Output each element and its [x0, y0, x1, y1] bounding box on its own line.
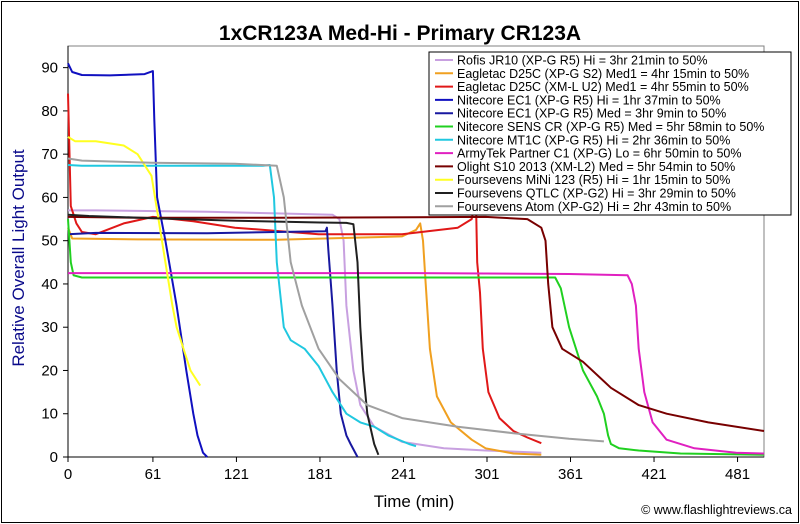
legend-entry-label: ArmyTek Partner C1 (XP-G) Lo = 6hr 50min…	[457, 147, 742, 161]
y-tick-label: 90	[41, 60, 58, 77]
legend-entry-label: Nitecore EC1 (XP-G R5) Med = 3hr 9min to…	[457, 107, 726, 121]
series-line-4	[67, 62, 208, 458]
x-tick-label: 301	[474, 466, 499, 483]
legend-box	[428, 51, 792, 216]
y-tick-label: 30	[41, 319, 58, 336]
series-line-11	[67, 213, 380, 456]
x-tick-label: 61	[145, 466, 162, 483]
x-tick-label: 361	[558, 466, 583, 483]
series-line-2	[67, 222, 542, 456]
legend-entry-label: Nitecore EC1 (XP-G R5) Hi = 1hr 37min to…	[457, 93, 721, 107]
series-line-7	[67, 164, 417, 448]
series-line-8	[68, 272, 765, 455]
y-tick-label: 60	[41, 189, 58, 206]
legend-entry-label: Foursevens QTLC (XP-G2) Hi = 3hr 29min t…	[457, 187, 736, 201]
legend-entry-label: Nitecore MT1C (XP-G R5) Hi = 2hr 36min t…	[457, 133, 730, 147]
legend-entry-label: Eagletac D25C (XP-G S2) Med1 = 4hr 15min…	[457, 67, 749, 81]
series-line-9	[67, 215, 765, 432]
chart-title: 1xCR123A Med-Hi - Primary CR123A	[219, 22, 581, 45]
credit-text: © www.flashlightreviews.ca	[641, 503, 792, 517]
legend-entry-label: Foursevens MiNi 123 (R5) Hi = 1hr 15min …	[457, 173, 730, 187]
x-tick-label: 121	[224, 466, 249, 483]
legend: Rofis JR10 (XP-G R5) Hi = 3hr 21min to 5…	[428, 51, 792, 216]
y-tick-label: 80	[41, 103, 58, 120]
series-line-1	[68, 209, 542, 454]
x-tick-label: 181	[307, 466, 332, 483]
y-tick-label: 0	[50, 449, 58, 466]
legend-entry-label: Olight S10 2013 (XM-L2) Med = 5hr 54min …	[457, 160, 735, 174]
x-tick-label: 421	[642, 466, 667, 483]
legend-entry-label: Foursevens Atom (XP-G2) Hi = 2hr 43min t…	[457, 200, 731, 214]
series-lines	[67, 62, 765, 458]
series-line-5	[67, 226, 359, 458]
y-tick-label: 70	[41, 146, 58, 163]
y-tick-label: 40	[41, 276, 58, 293]
y-axis-title: Relative Overall Light Output	[9, 149, 28, 367]
y-tick-label: 10	[41, 406, 58, 423]
legend-entry-label: Nitecore SENS CR (XP-G R5) Med = 5hr 58m…	[457, 120, 764, 134]
x-axis-title: Time (min)	[374, 492, 455, 511]
y-tick-label: 50	[41, 233, 58, 250]
legend-entry-label: Eagletac D25C (XM-L U2) Med1 = 4hr 55min…	[457, 80, 749, 94]
x-tick-label: 0	[64, 466, 72, 483]
x-tick-label: 241	[391, 466, 416, 483]
y-tick-label: 20	[41, 362, 58, 379]
x-tick-label: 481	[725, 466, 750, 483]
series-line-6	[67, 219, 765, 456]
legend-entry-label: Rofis JR10 (XP-G R5) Hi = 3hr 21min to 5…	[457, 54, 707, 68]
series-line-12	[67, 157, 604, 443]
